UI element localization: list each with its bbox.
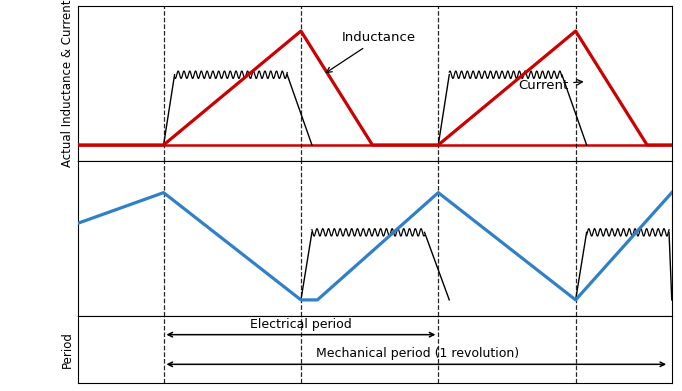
Y-axis label: Period: Period xyxy=(61,331,74,368)
Text: Electrical period: Electrical period xyxy=(250,317,352,331)
Text: Mechanical period (1 revolution): Mechanical period (1 revolution) xyxy=(316,347,519,360)
Y-axis label: Actual Inductance & Current: Actual Inductance & Current xyxy=(61,0,74,167)
Text: Current: Current xyxy=(518,79,582,92)
Text: Inductance: Inductance xyxy=(327,31,416,72)
